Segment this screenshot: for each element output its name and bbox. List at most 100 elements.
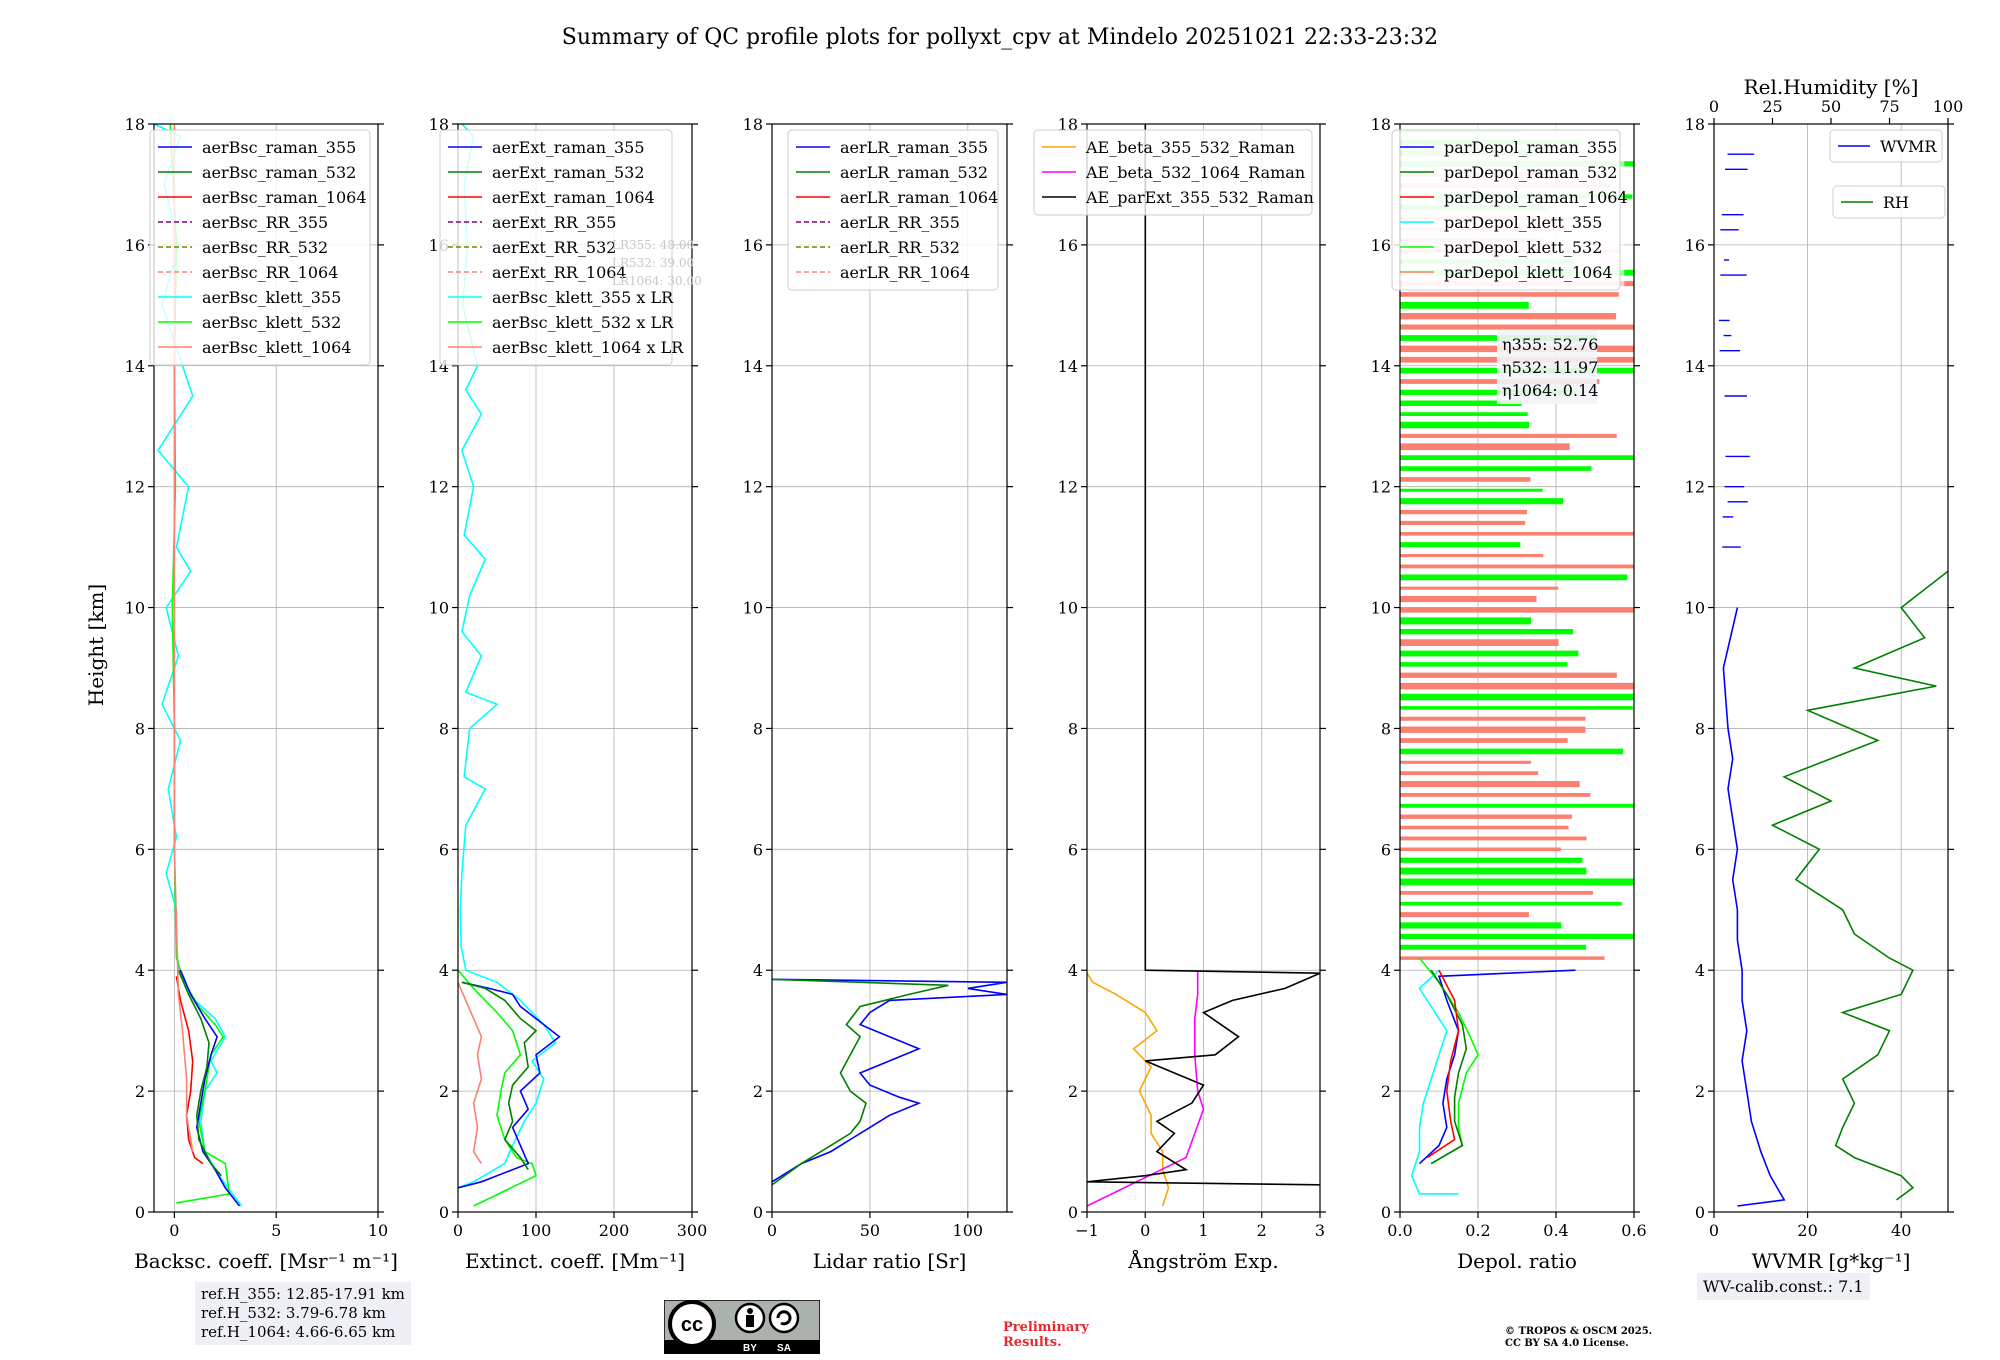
legend-entry: aerBsc_klett_532 <box>202 313 341 332</box>
legend-entry: parDepol_klett_532 <box>1444 238 1602 257</box>
legend-box <box>439 129 673 366</box>
legend-entry: parDepol_raman_355 <box>1444 138 1617 157</box>
series-group <box>1410 957 1576 1195</box>
series-parDepol_raman_355 <box>1418 969 1576 1165</box>
lr-annotation: LR1064: 30.00 <box>612 274 702 288</box>
panel-wv: 0 20 40 0 2 4 6 8 10 12 14 16 18 WVMR [g*kg⁻¹] 0 25 50 75… <box>1685 75 1964 1273</box>
x-tick-label: 0 <box>453 1221 463 1240</box>
y-tick-label: 0 <box>1695 1203 1705 1222</box>
panel-lr: 0 50 100 0 2 4 6 8 10 12 14 16 18 Lidar ratio [Sr] aer… <box>743 115 1013 1273</box>
series-parDepol_klett_355 <box>1410 969 1459 1195</box>
legend-entry: AE_beta_532_1064_Raman <box>1085 163 1305 182</box>
legend-entry: aerLR_RR_532 <box>840 238 960 257</box>
preliminary-line-1: Preliminary <box>1003 1320 1089 1335</box>
legend-entry: aerBsc_raman_1064 <box>202 188 367 207</box>
y-tick-label: 8 <box>135 719 145 738</box>
series-group <box>1722 570 1948 1207</box>
y-tick-label: 8 <box>1068 719 1078 738</box>
series-aerExt_raman_355 <box>458 981 561 1189</box>
lidar-ratio-annotations: LR355: 48.00 LR532: 39.00 LR1064: 30.00 <box>612 238 702 288</box>
legend-entry: aerBsc_klett_532 x LR <box>492 313 674 332</box>
legend: aerLR_raman_355 aerLR_raman_532 aerLR_rama… <box>787 129 999 291</box>
copyright-note: © TROPOS & OSCM 2025. CC BY SA 4.0 Licen… <box>1505 1326 1652 1350</box>
y-tick-label: 16 <box>743 236 763 255</box>
y-tick-label: 6 <box>1695 840 1705 859</box>
y-tick-label: 4 <box>1068 961 1078 980</box>
cc-by-sa-license-badge: cc BY SA <box>664 1300 820 1354</box>
legend-entry: aerBsc_klett_1064 <box>202 338 351 357</box>
legend-entry: aerExt_raman_1064 <box>492 188 655 207</box>
y-tick-label: 16 <box>125 236 145 255</box>
axes-frame <box>153 123 379 1213</box>
badge-sa-label: SA <box>777 1343 791 1354</box>
series-aerLR_raman_355 <box>772 978 1007 1183</box>
legend-box <box>1829 129 1943 163</box>
series-parDepol_raman_1064 <box>1426 969 1460 1159</box>
x2-tick-label: 75 <box>1879 97 1899 116</box>
grid <box>1086 123 1321 1213</box>
x-tick-label: 10 <box>368 1221 388 1240</box>
legend-entry: RH <box>1883 193 1909 212</box>
y-tick-label: 4 <box>135 961 145 980</box>
axes-frame <box>771 123 1008 1213</box>
y-tick-label: 0 <box>135 1203 145 1222</box>
x2-tick-label: 0 <box>1709 97 1719 116</box>
axes-frame <box>1713 123 1949 1213</box>
x-tick-label: 3 <box>1315 1221 1325 1240</box>
legend-entry: aerLR_raman_532 <box>840 163 988 182</box>
axes-frame <box>457 123 693 1213</box>
legend-box <box>787 129 999 291</box>
series-aerBsc_klett_355 x LR <box>458 124 557 1189</box>
legend-entry: WVMR <box>1880 137 1937 156</box>
ref-height-1064: ref.H_1064: 4.66-6.65 km <box>201 1323 396 1341</box>
y-tick-label: 10 <box>1058 599 1078 618</box>
y-tick-label: 4 <box>753 961 763 980</box>
y-tick-label: 8 <box>753 719 763 738</box>
badge-by-label: BY <box>743 1343 757 1354</box>
panel-bsc: 0 5 10 0 2 4 6 8 10 12 14 16 18 Backsc. coeff. [Msr⁻¹… <box>125 115 398 1273</box>
x-tick-label: 0.2 <box>1465 1221 1490 1240</box>
x-tick-label: 100 <box>953 1221 984 1240</box>
y-tick-label: 14 <box>1058 357 1078 376</box>
y-tick-label: 0 <box>1068 1203 1078 1222</box>
reference-heights-box: ref.H_355: 12.85-17.91 km ref.H_532: 3.7… <box>195 1282 411 1345</box>
legend-entry: aerExt_RR_355 <box>492 213 616 232</box>
x-tick-label: 100 <box>521 1221 552 1240</box>
series-RH <box>1770 570 1948 1201</box>
y-tick-label: 12 <box>1685 478 1705 497</box>
x-tick-label: 2 <box>1257 1221 1267 1240</box>
series-group <box>1087 124 1320 1207</box>
wv-calibration-box: WV-calib.const.: 7.1 <box>1697 1273 1870 1300</box>
x-tick-label: 0 <box>1140 1221 1150 1240</box>
legend-entry: AE_beta_355_532_Raman <box>1085 138 1295 157</box>
legend: WVMR RH <box>1829 129 1946 219</box>
series-parDepol_raman_532 <box>1430 969 1468 1165</box>
legend-entry: aerBsc_RR_532 <box>202 238 328 257</box>
y-tick-label: 0 <box>1381 1203 1391 1222</box>
y-tick-label: 12 <box>1371 478 1391 497</box>
legend: AE_beta_355_532_Raman AE_beta_532_1064_Ra… <box>1033 129 1314 216</box>
series-aerExt_raman_532 <box>461 981 538 1171</box>
y-tick-label: 12 <box>429 478 449 497</box>
y-tick-label: 6 <box>135 840 145 859</box>
y-tick-label: 10 <box>743 599 763 618</box>
x-axis-label: WVMR [g*kg⁻¹] <box>1752 1249 1911 1273</box>
series-AE_beta_532_1064_Raman <box>1087 970 1205 1207</box>
y-tick-label: 10 <box>1685 599 1705 618</box>
y-tick-label: 18 <box>1685 115 1705 134</box>
x-tick-label: 0 <box>1709 1221 1719 1240</box>
y-tick-label: 6 <box>1068 840 1078 859</box>
preliminary-results-note: Preliminary Results. <box>1003 1320 1089 1350</box>
x-tick-label: −1 <box>1075 1221 1099 1240</box>
figure-title: Summary of QC profile plots for pollyxt_… <box>562 25 1438 50</box>
y-tick-label: 18 <box>429 115 449 134</box>
series-group <box>458 124 561 1207</box>
legend: parDepol_raman_355 parDepol_raman_532 parD… <box>1391 129 1628 291</box>
copyright-line-1: © TROPOS & OSCM 2025. <box>1505 1326 1653 1337</box>
y-tick-label: 10 <box>1371 599 1391 618</box>
eta-annotation: η532: 11.97 <box>1502 358 1598 377</box>
legend-entry: aerBsc_klett_1064 x LR <box>492 338 684 357</box>
x-tick-label: 0.0 <box>1387 1221 1412 1240</box>
y-tick-label: 14 <box>1371 357 1391 376</box>
